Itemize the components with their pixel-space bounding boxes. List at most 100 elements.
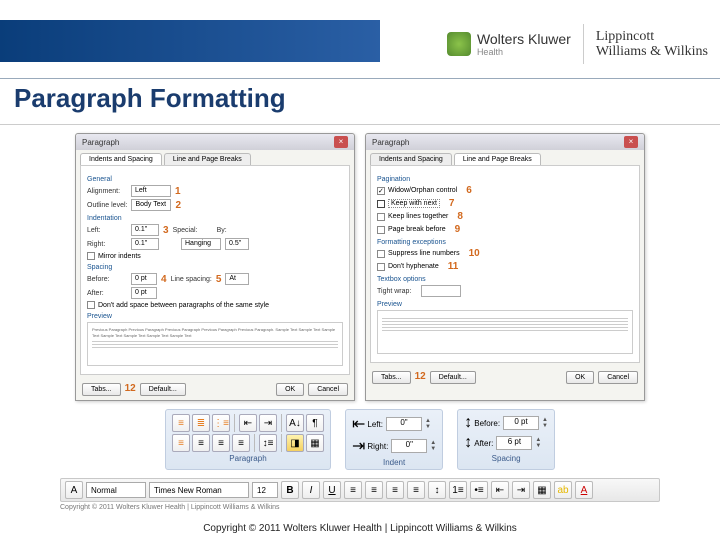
tabs-button[interactable]: Tabs... <box>372 371 411 384</box>
ribbon-group-spacing: ↕ Before:0 pt▲▼ ↕ After:6 pt▲▼ Spacing <box>457 409 555 470</box>
ribbon-group-label: Spacing <box>464 454 548 463</box>
line-spacing-icon[interactable]: ↕≡ <box>259 434 277 452</box>
indent-right-label: Right: <box>87 241 127 248</box>
spinner-icon[interactable]: ▲▼ <box>542 417 548 429</box>
multilevel-icon[interactable]: ⋮≡ <box>212 414 230 432</box>
dialog-body: General Alignment: Left 1 Outline level:… <box>80 165 350 375</box>
dialog-buttons: Tabs... 12 Default... OK Cancel <box>366 367 644 388</box>
decrease-indent-icon[interactable]: ⇤ <box>239 414 257 432</box>
line-spacing-icon[interactable]: ↕ <box>428 481 446 499</box>
wk-logo: Wolters Kluwer Health <box>447 31 571 57</box>
numbering-icon[interactable]: ≣ <box>192 414 210 432</box>
tabs-button[interactable]: Tabs... <box>82 383 121 396</box>
tab-line-breaks[interactable]: Line and Page Breaks <box>454 153 541 165</box>
spinner-icon[interactable]: ▲▼ <box>430 440 436 452</box>
alignment-select[interactable]: Left <box>131 185 171 197</box>
bullets-icon[interactable]: •≡ <box>470 481 488 499</box>
sort-icon[interactable]: A↓ <box>286 414 304 432</box>
italic-icon[interactable]: I <box>302 481 320 499</box>
keep-lines-checkbox[interactable]: Keep lines together 8 <box>377 211 633 222</box>
indent-left-input[interactable]: 0" <box>386 417 422 431</box>
indent-right-icon: ⇥ <box>352 436 365 456</box>
styles-icon[interactable]: A <box>65 481 83 499</box>
close-icon[interactable]: × <box>334 136 348 148</box>
numbering-icon[interactable]: 1≡ <box>449 481 467 499</box>
align-center-icon[interactable]: ≡ <box>365 481 383 499</box>
spacing-before-input[interactable]: 0 pt <box>503 416 539 430</box>
dialog-tabs: Indents and Spacing Line and Page Breaks <box>366 150 644 165</box>
borders-icon[interactable]: ▦ <box>306 434 324 452</box>
bullets-icon[interactable]: ≡ <box>172 414 190 432</box>
style-select[interactable]: Normal <box>86 482 146 498</box>
suppress-line-numbers-checkbox[interactable]: Suppress line numbers 10 <box>377 248 633 259</box>
alignment-label: Alignment: <box>87 188 127 195</box>
default-button[interactable]: Default... <box>430 371 476 384</box>
after-input[interactable]: 0 pt <box>131 287 157 299</box>
mirror-indents-checkbox[interactable]: Mirror indents <box>87 252 343 260</box>
cancel-button[interactable]: Cancel <box>308 383 348 396</box>
tab-line-breaks[interactable]: Line and Page Breaks <box>164 153 251 165</box>
section-general: General <box>87 176 343 183</box>
indent-left-input[interactable]: 0.1" <box>131 224 159 236</box>
callout-4: 4 <box>161 274 167 285</box>
increase-indent-icon[interactable]: ⇥ <box>512 481 530 499</box>
indent-left-label: Left: <box>367 420 383 429</box>
tab-indents-spacing[interactable]: Indents and Spacing <box>80 153 162 165</box>
section-preview: Preview <box>87 313 343 320</box>
borders-icon[interactable]: ▦ <box>533 481 551 499</box>
justify-icon[interactable]: ≡ <box>232 434 250 452</box>
font-color-icon[interactable]: A <box>575 481 593 499</box>
justify-icon[interactable]: ≡ <box>407 481 425 499</box>
spinner-icon[interactable]: ▲▼ <box>425 418 431 430</box>
by-input[interactable]: 0.5" <box>225 238 249 250</box>
underline-icon[interactable]: U <box>323 481 341 499</box>
ok-button[interactable]: OK <box>566 371 594 384</box>
close-icon[interactable]: × <box>624 136 638 148</box>
dialog-title: Paragraph <box>82 138 119 147</box>
default-button[interactable]: Default... <box>140 383 186 396</box>
dont-hyphenate-checkbox[interactable]: Don't hyphenate 11 <box>377 261 633 272</box>
tight-wrap-select[interactable] <box>421 285 461 297</box>
callout-12: 12 <box>125 383 136 396</box>
dialog-titlebar[interactable]: Paragraph × <box>76 134 354 150</box>
dont-add-space-checkbox[interactable]: Don't add space between paragraphs of th… <box>87 301 343 309</box>
shading-icon[interactable]: ◨ <box>286 434 304 452</box>
decrease-indent-icon[interactable]: ⇤ <box>491 481 509 499</box>
font-select[interactable]: Times New Roman <box>149 482 249 498</box>
blue-band <box>0 20 380 62</box>
spinner-icon[interactable]: ▲▼ <box>535 437 541 449</box>
line-spacing-select[interactable]: At <box>225 273 249 285</box>
highlight-icon[interactable]: ab <box>554 481 572 499</box>
title-bar: Paragraph Formatting <box>0 78 720 125</box>
outline-select[interactable]: Body Text <box>131 199 171 211</box>
increase-indent-icon[interactable]: ⇥ <box>259 414 277 432</box>
special-select[interactable]: Hanging <box>181 238 221 250</box>
preview-box <box>377 310 633 354</box>
lww-line2: Williams & Wilkins <box>596 44 708 59</box>
special-label: Special: <box>173 227 213 234</box>
align-left-icon[interactable]: ≡ <box>344 481 362 499</box>
bold-icon[interactable]: B <box>281 481 299 499</box>
formatting-toolbar: A Normal Times New Roman 12 B I U ≡ ≡ ≡ … <box>60 478 660 502</box>
dialog-titlebar[interactable]: Paragraph × <box>366 134 644 150</box>
align-center-icon[interactable]: ≡ <box>192 434 210 452</box>
align-right-icon[interactable]: ≡ <box>212 434 230 452</box>
cancel-button[interactable]: Cancel <box>598 371 638 384</box>
keep-with-next-checkbox[interactable]: Keep with next 7 <box>377 198 633 209</box>
indent-right-input[interactable]: 0" <box>391 439 427 453</box>
callout-2: 2 <box>175 200 181 211</box>
align-right-icon[interactable]: ≡ <box>386 481 404 499</box>
widow-orphan-checkbox[interactable]: Widow/Orphan control 6 <box>377 185 633 196</box>
indent-right-input[interactable]: 0.1" <box>131 238 159 250</box>
dialog-tabs: Indents and Spacing Line and Page Breaks <box>76 150 354 165</box>
font-size-select[interactable]: 12 <box>252 482 278 498</box>
footer-copyright: Copyright © 2011 Wolters Kluwer Health |… <box>0 523 720 534</box>
tab-indents-spacing[interactable]: Indents and Spacing <box>370 153 452 165</box>
before-input[interactable]: 0 pt <box>131 273 157 285</box>
dialog-buttons: Tabs... 12 Default... OK Cancel <box>76 379 354 400</box>
align-left-icon[interactable]: ≡ <box>172 434 190 452</box>
spacing-after-input[interactable]: 6 pt <box>496 436 532 450</box>
ok-button[interactable]: OK <box>276 383 304 396</box>
page-break-checkbox[interactable]: Page break before 9 <box>377 224 633 235</box>
show-marks-icon[interactable]: ¶ <box>306 414 324 432</box>
